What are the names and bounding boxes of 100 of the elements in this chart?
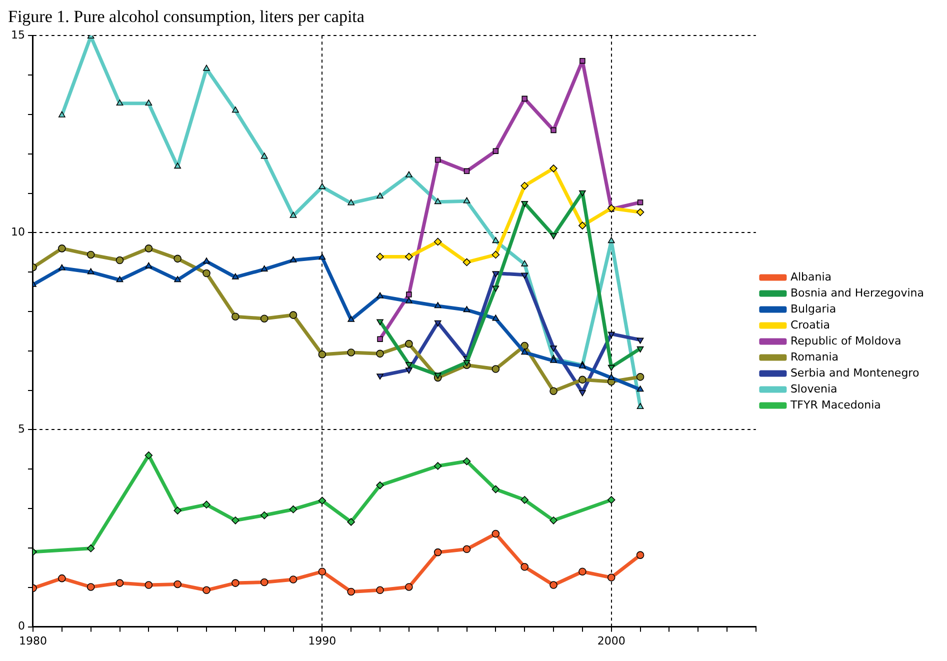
x-tick-label: 2000: [597, 634, 626, 648]
point: [434, 462, 442, 470]
point: [607, 574, 616, 582]
point: [58, 574, 66, 582]
point: [492, 237, 500, 244]
point: [406, 297, 412, 304]
point: [434, 548, 442, 556]
point: [376, 350, 384, 358]
point: [318, 254, 326, 260]
point: [434, 320, 442, 326]
point: [203, 258, 210, 264]
legend-label: Croatia: [790, 318, 830, 332]
point: [550, 581, 558, 589]
point: [464, 168, 470, 174]
point: [492, 485, 500, 494]
point: [463, 360, 470, 366]
point: [232, 516, 240, 524]
legend-label: TFYR Macedonia: [789, 398, 881, 412]
y-tick-label: 5: [18, 422, 25, 436]
point: [405, 583, 413, 591]
point: [550, 346, 557, 352]
y-tick-label: 15: [10, 28, 25, 42]
point: [144, 244, 153, 252]
point: [144, 581, 153, 589]
point: [376, 252, 384, 261]
point: [405, 252, 413, 261]
legend-label: Slovenia: [790, 382, 838, 396]
point: [318, 568, 326, 576]
point: [521, 200, 528, 208]
point: [578, 376, 586, 384]
point: [87, 268, 94, 274]
point: [232, 106, 239, 113]
point: [289, 311, 298, 319]
point: [145, 99, 152, 106]
point: [376, 481, 384, 490]
point: [232, 579, 240, 587]
point: [86, 544, 95, 552]
point: [462, 457, 471, 466]
point: [636, 386, 644, 392]
point: [492, 271, 500, 278]
point: [116, 579, 124, 587]
point: [434, 156, 441, 163]
point: [58, 244, 66, 252]
point: [202, 586, 210, 594]
point: [406, 292, 412, 298]
point: [492, 148, 499, 154]
point: [608, 374, 615, 380]
point: [318, 183, 326, 190]
point: [434, 238, 442, 246]
point: [521, 260, 528, 266]
point: [260, 152, 268, 159]
point: [290, 212, 297, 218]
point: [578, 568, 586, 576]
point: [434, 372, 442, 379]
point: [636, 338, 644, 344]
point: [289, 505, 298, 514]
point: [636, 551, 644, 559]
legend-label: Albania: [790, 270, 832, 284]
point: [58, 111, 66, 118]
legend-label: Romania: [790, 350, 839, 364]
point: [637, 199, 644, 206]
point: [492, 250, 500, 259]
point: [462, 258, 471, 266]
point: [636, 346, 644, 352]
legend-label: Republic of Moldova: [790, 334, 902, 348]
point: [580, 58, 586, 64]
point: [260, 578, 268, 586]
point: [608, 237, 615, 244]
point: [376, 292, 384, 298]
point: [174, 580, 182, 588]
point: [174, 506, 182, 514]
x-tick-label: 1980: [18, 634, 47, 648]
point: [578, 222, 586, 230]
point: [232, 312, 240, 321]
point: [520, 496, 528, 504]
point: [492, 314, 500, 321]
point: [116, 256, 124, 264]
point: [406, 362, 412, 368]
point: [434, 302, 442, 308]
point: [144, 451, 153, 460]
y-tick-label: 10: [10, 226, 25, 239]
point: [492, 530, 500, 538]
point: [174, 162, 182, 169]
point: [347, 518, 355, 526]
point: [376, 192, 384, 199]
point: [376, 374, 384, 380]
point: [348, 316, 355, 322]
point: [492, 286, 500, 292]
y-tick-label: 0: [18, 620, 25, 633]
chart-title: Figure 1. Pure alcohol consumption, liters per capita: [8, 7, 366, 26]
point: [636, 402, 644, 410]
point: [520, 182, 528, 190]
point: [260, 511, 268, 520]
point: [260, 265, 268, 272]
point: [116, 99, 124, 106]
point: [636, 373, 644, 381]
point: [522, 96, 528, 102]
point: [607, 496, 616, 504]
point: [377, 336, 383, 342]
point: [290, 256, 297, 262]
